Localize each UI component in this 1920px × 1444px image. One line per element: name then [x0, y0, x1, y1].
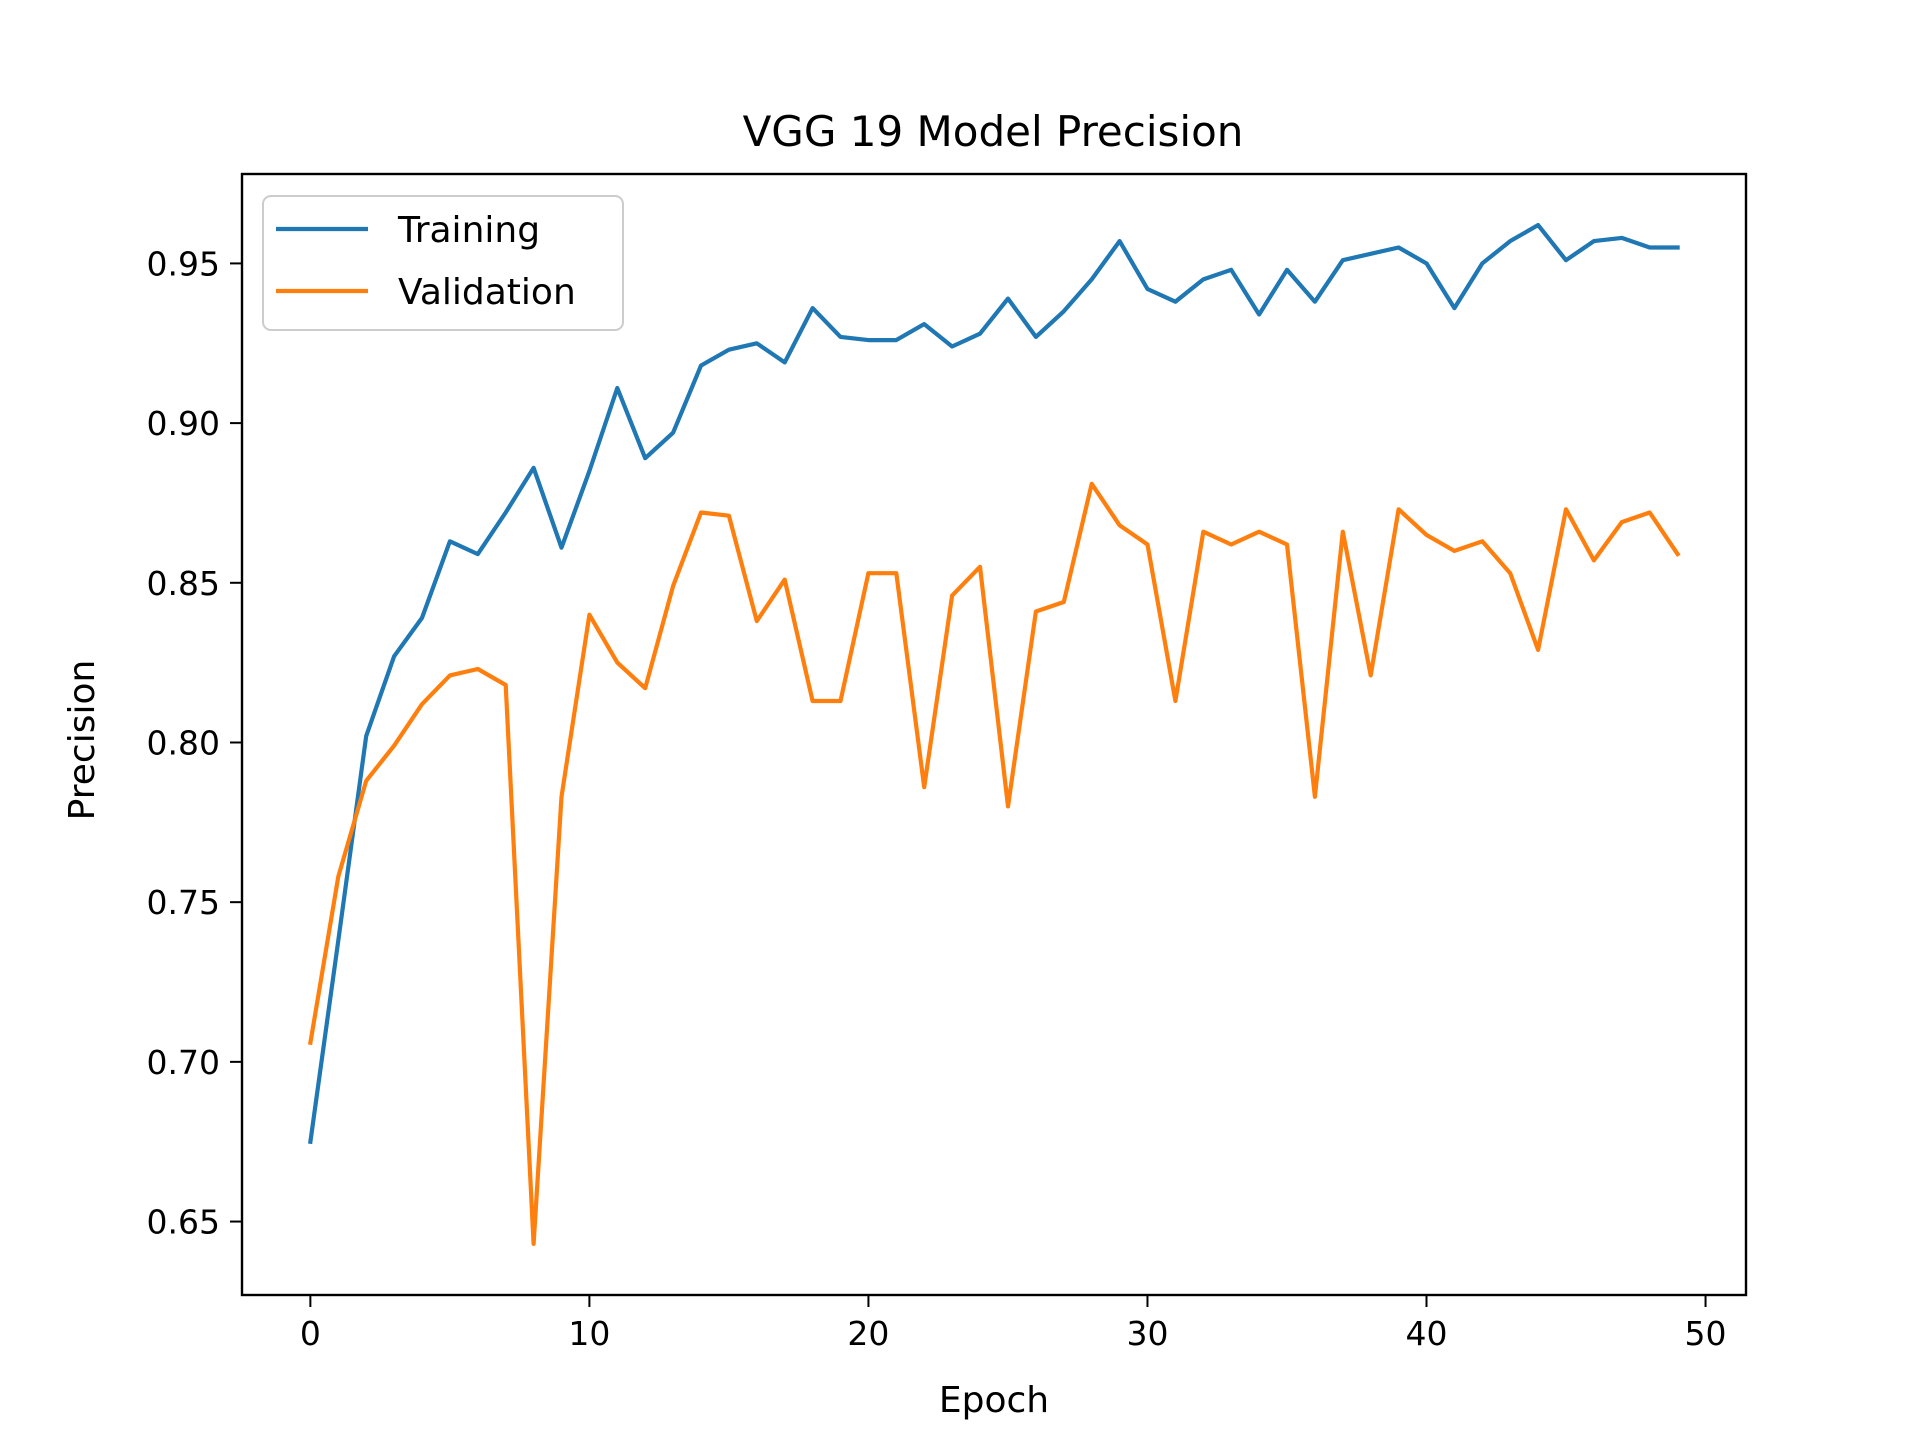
y-tick-label: 0.85	[147, 564, 220, 603]
chart-title: VGG 19 Model Precision	[743, 107, 1244, 156]
y-axis-ticks: 0.65 0.70 0.75 0.80 0.85 0.90 0.95	[147, 244, 242, 1242]
x-tick-label: 10	[568, 1314, 610, 1353]
x-tick-label: 30	[1126, 1314, 1168, 1353]
plot-area-frame	[240, 172, 1748, 1297]
x-axis-ticks: 0 10 20 30 40 50	[300, 1295, 1727, 1353]
series-line-validation	[307, 481, 1681, 1247]
x-tick-label: 40	[1406, 1314, 1448, 1353]
series-line-training	[308, 223, 1680, 1145]
y-tick-label: 0.65	[147, 1203, 220, 1242]
y-tick-label: 0.95	[147, 244, 220, 283]
x-axis-label: Epoch	[939, 1380, 1049, 1421]
legend-label-validation: Validation	[398, 272, 576, 313]
legend-label-training: Training	[397, 210, 540, 251]
series-layer	[307, 223, 1681, 1247]
x-tick-label: 20	[847, 1314, 889, 1353]
x-tick-label: 0	[300, 1314, 321, 1353]
x-tick-label: 50	[1685, 1314, 1727, 1353]
y-tick-label: 0.75	[147, 883, 220, 922]
legend: Training Validation	[262, 195, 624, 331]
y-tick-label: 0.80	[147, 723, 220, 762]
y-tick-label: 0.70	[147, 1043, 220, 1082]
y-axis-label: Precision	[62, 660, 103, 821]
y-tick-label: 0.90	[147, 404, 220, 443]
